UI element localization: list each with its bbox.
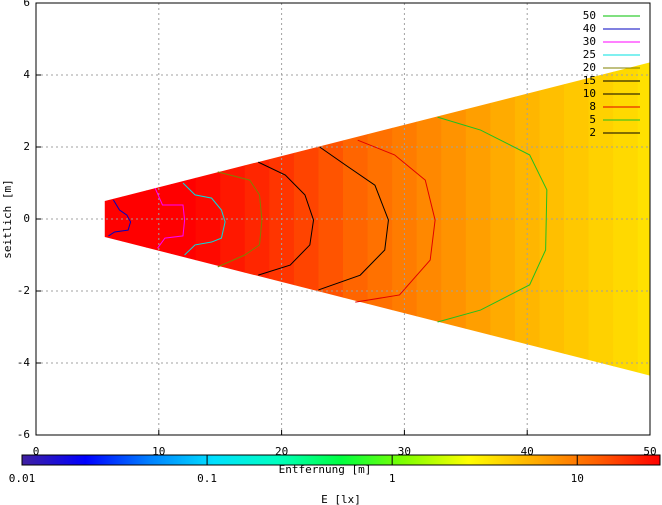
contour-line xyxy=(154,187,186,249)
contour-line xyxy=(258,161,315,276)
y-tick-label: -6 xyxy=(17,428,30,441)
contour-line xyxy=(108,199,132,237)
legend-label: 15 xyxy=(583,74,596,87)
legend-label: 25 xyxy=(583,48,596,61)
colorbar-label: E [lx] xyxy=(321,493,361,505)
heat-cell xyxy=(637,62,650,376)
contour-line xyxy=(217,171,263,268)
legend-label: 20 xyxy=(583,61,596,74)
colorbar-tick-label: 0.01 xyxy=(9,472,36,485)
contour-line xyxy=(355,139,436,303)
contour-line xyxy=(437,116,548,323)
legend-label: 40 xyxy=(583,22,596,35)
colorbar xyxy=(21,454,661,466)
colorbar-tick-label: 10 xyxy=(571,472,584,485)
y-tick-label: 0 xyxy=(23,212,30,225)
legend-label: 2 xyxy=(589,126,596,139)
plot-border xyxy=(35,2,651,436)
legend-label: 30 xyxy=(583,35,596,48)
y-axis-label: seitlich [m] xyxy=(1,179,14,258)
colorbar-tick-label: 1 xyxy=(389,472,396,485)
contour-line xyxy=(318,146,389,291)
legend-label: 10 xyxy=(583,87,596,100)
y-tick-label: 6 xyxy=(23,0,30,9)
x-tick-label: 0 xyxy=(33,445,40,458)
colorbar-tick-label: 0.1 xyxy=(197,472,217,485)
legend-label: 8 xyxy=(589,100,596,113)
legend-label: 5 xyxy=(589,113,596,126)
heat-cell xyxy=(121,62,148,376)
legend-label: 50 xyxy=(583,9,596,22)
y-tick-label: -4 xyxy=(17,356,31,369)
contour-line xyxy=(182,182,226,256)
y-tick-label: 2 xyxy=(23,140,30,153)
y-tick-label: -2 xyxy=(17,284,30,297)
y-tick-label: 4 xyxy=(23,68,30,81)
x-axis-label: Entfernung [m] xyxy=(279,463,372,476)
